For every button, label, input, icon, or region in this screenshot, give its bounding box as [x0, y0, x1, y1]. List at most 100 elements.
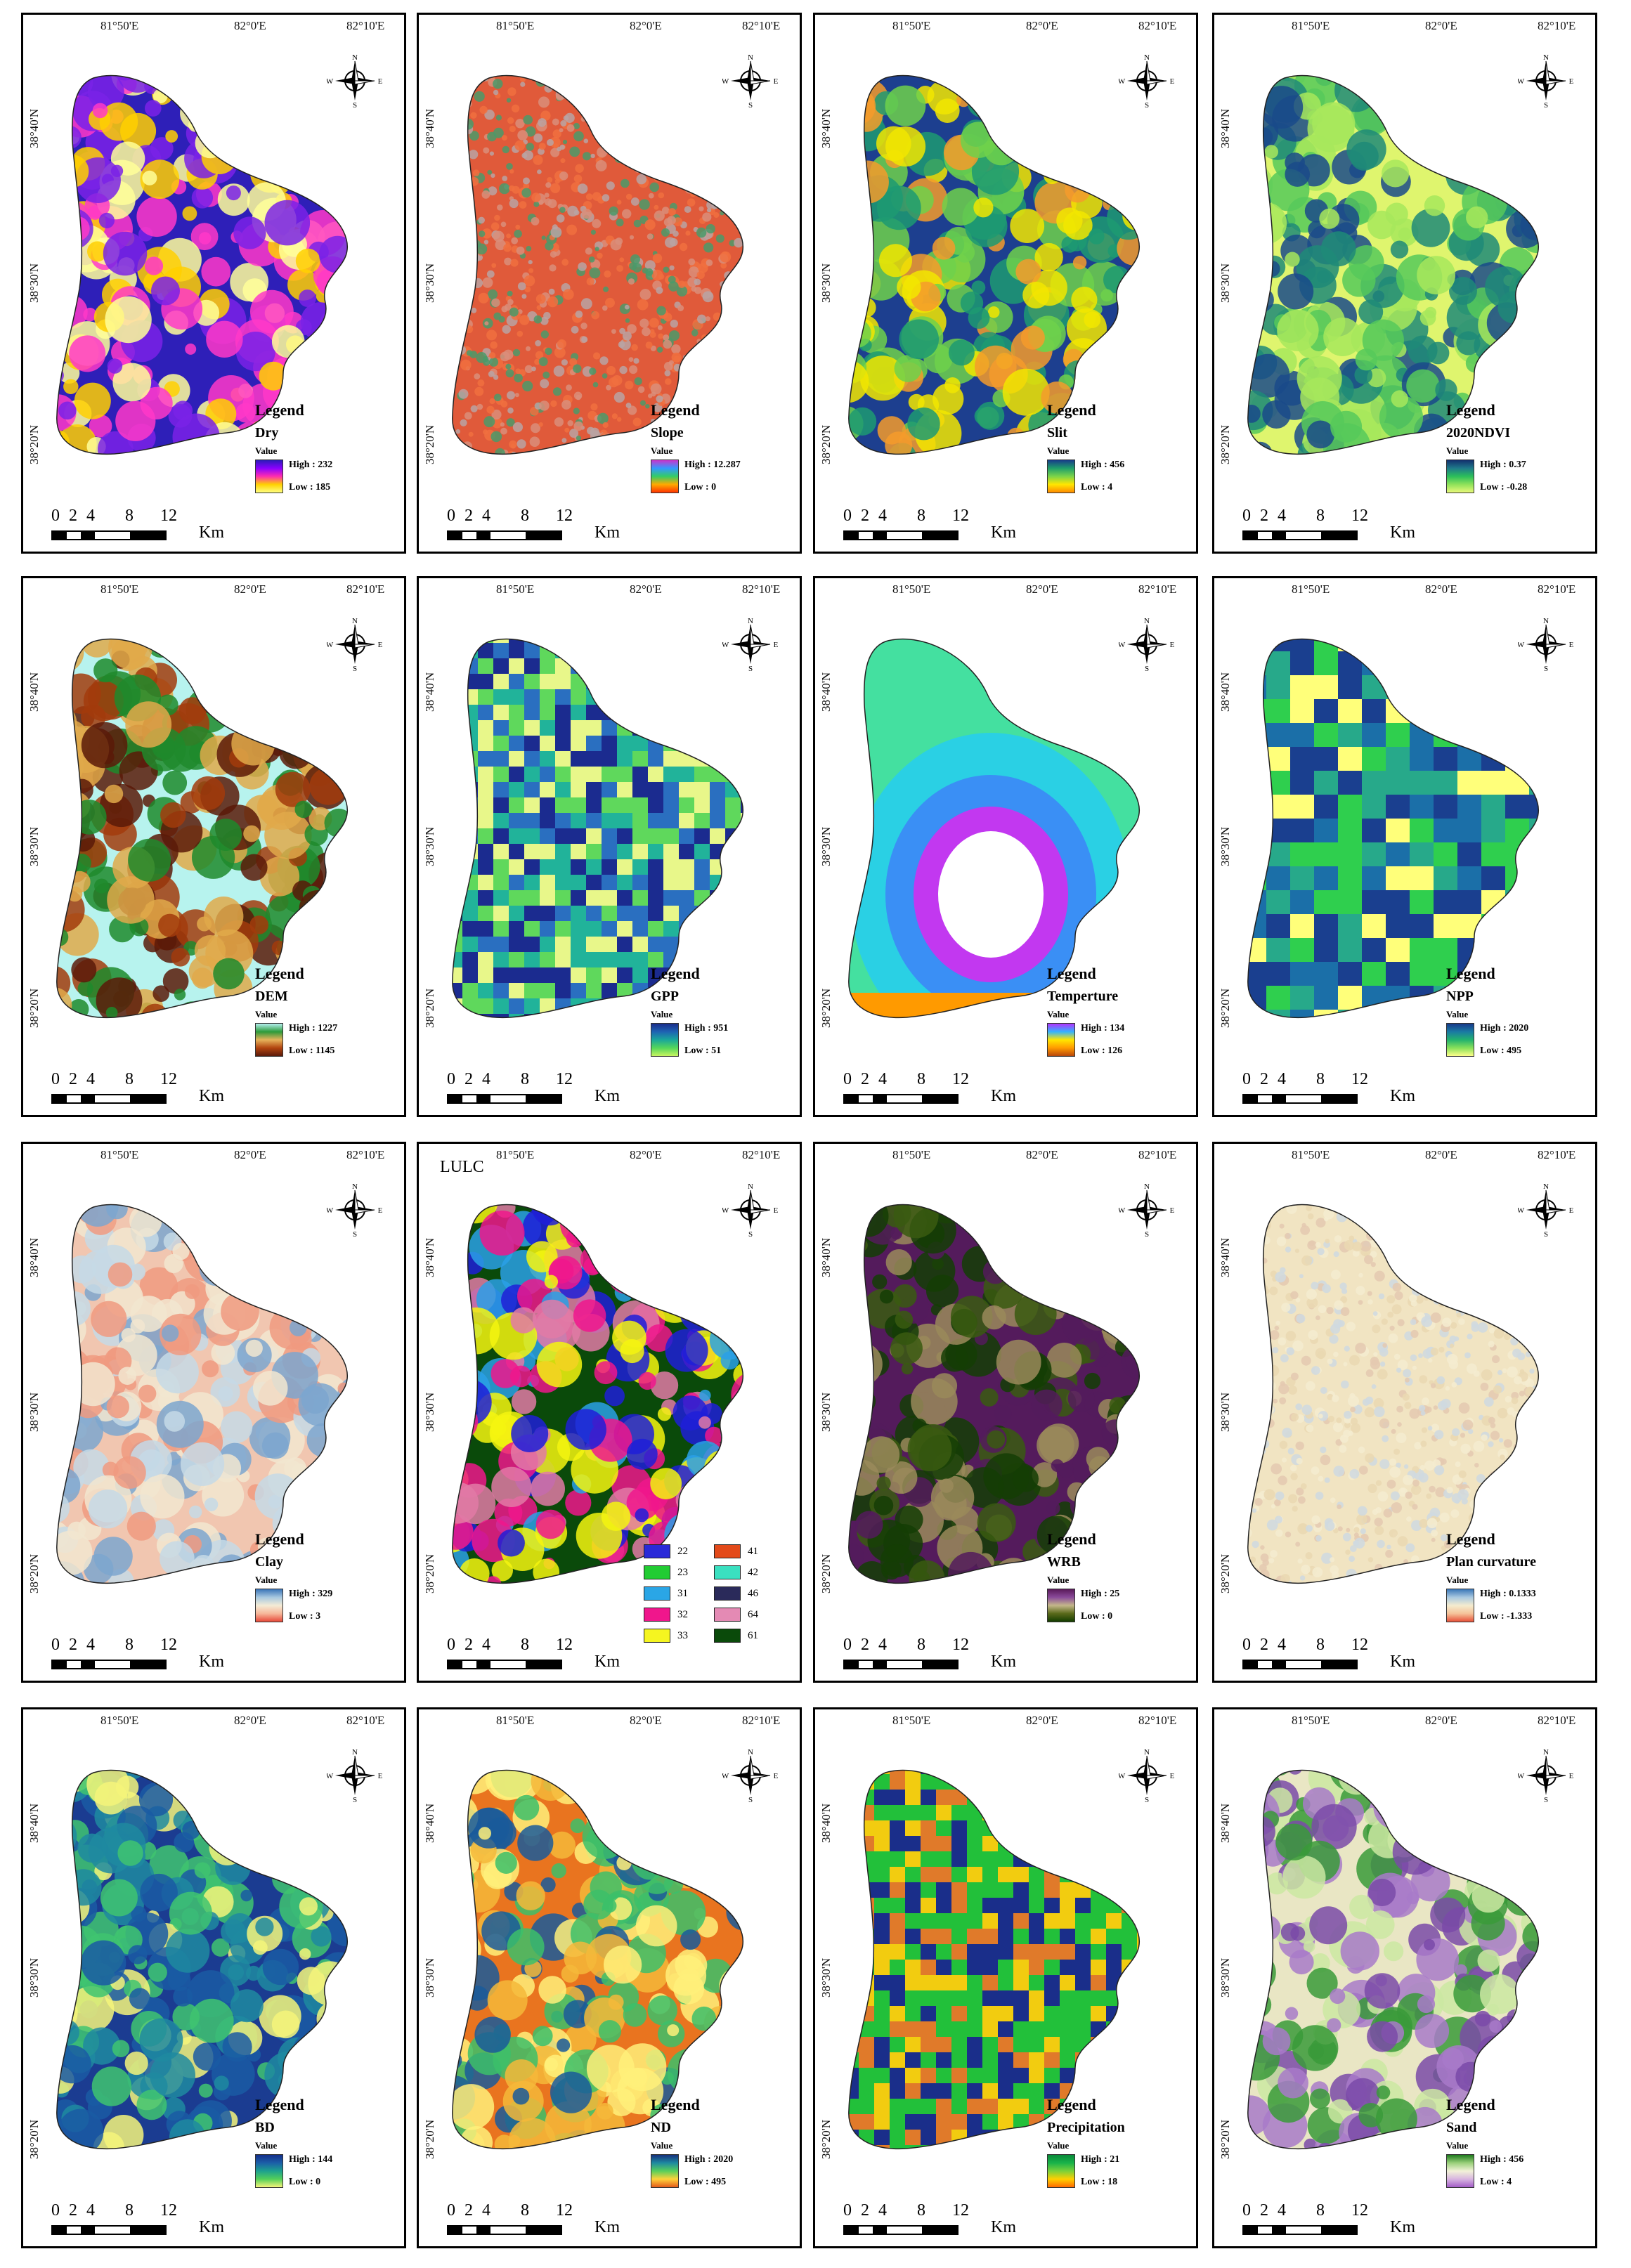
- low-value: Low : 1145: [289, 1045, 335, 1056]
- compass-label-s: S: [1145, 1796, 1149, 1804]
- compass-label-w: W: [327, 1206, 334, 1215]
- compass-label-s: S: [353, 1796, 357, 1804]
- lulc-legend-item: 41: [714, 1544, 784, 1558]
- scale-tick: 2: [861, 2201, 869, 2220]
- compass-label-w: W: [1119, 1206, 1126, 1215]
- north-arrow-icon: N S E W: [326, 1747, 383, 1804]
- compass-label-n: N: [748, 1748, 753, 1757]
- latitude-label: 38°30'N: [423, 1957, 436, 1997]
- lulc-legend-item: 46: [714, 1586, 784, 1601]
- compass-label-s: S: [1145, 665, 1149, 672]
- compass-label-s: S: [353, 665, 357, 672]
- low-value: Low : 4: [1480, 2177, 1512, 2187]
- longitude-label: 81°50'E: [1292, 1714, 1330, 1727]
- scale-bar-graphic: [843, 530, 959, 540]
- value-label: Value: [1446, 2140, 1469, 2151]
- longitude-label: 82°0'E: [1425, 582, 1457, 596]
- latitude-label: 38°30'N: [27, 1957, 41, 1997]
- longitude-label: 81°50'E: [496, 19, 535, 32]
- scale-tick: 12: [556, 1636, 573, 1654]
- scale-tick: 2: [464, 507, 473, 525]
- latitude-label: 38°40'N: [1219, 672, 1232, 712]
- low-value: Low : -0.28: [1480, 482, 1528, 493]
- scale-ticks: 0 2 4 8 12: [1242, 1636, 1425, 1654]
- lulc-title: LULC: [440, 1158, 484, 1176]
- scale-tick: 2: [69, 2201, 77, 2220]
- compass-label-e: E: [774, 77, 779, 86]
- scale-tick: 0: [447, 1636, 455, 1654]
- scale-bar-graphic: [447, 1660, 562, 1669]
- map-panel-temp: 81°50'E 82°0'E 82°10'E 38°40'N 38°30'N 38°20'…: [813, 576, 1198, 1117]
- legend-ramp-row: High : 2020 Low : 495: [1446, 1023, 1587, 1057]
- longitude-label: 82°0'E: [1026, 1714, 1058, 1727]
- latitude-label: 38°20'N: [1219, 2119, 1232, 2159]
- longitude-label: 81°50'E: [100, 19, 139, 32]
- compass-label-e: E: [378, 77, 383, 86]
- low-value: Low : 3: [289, 1611, 321, 1622]
- map-panel-wrb: 81°50'E 82°0'E 82°10'E 38°40'N 38°30'N 38°20'…: [813, 1142, 1198, 1683]
- high-value: High : 456: [1480, 2154, 1524, 2165]
- latitude-label: 38°30'N: [819, 263, 833, 303]
- scale-tick: 8: [125, 1636, 134, 1654]
- low-value: Low : 0: [684, 482, 717, 493]
- high-value: High : 2020: [684, 2154, 734, 2165]
- color-ramp: [1047, 1023, 1075, 1057]
- compass-label-n: N: [352, 1748, 358, 1757]
- scale-tick: 8: [521, 2201, 529, 2220]
- scale-tick: 12: [160, 2201, 177, 2220]
- legend-swatch: [644, 1586, 670, 1601]
- scale-tick: 12: [952, 1070, 969, 1088]
- legend-title: Legend: [1047, 2096, 1096, 2113]
- map-panel-precip: 81°50'E 82°0'E 82°10'E 38°40'N 38°30'N 38°20'…: [813, 1707, 1198, 2248]
- scale-tick: 12: [952, 2201, 969, 2220]
- high-value: High : 232: [289, 460, 333, 470]
- scale-tick: 2: [464, 1636, 473, 1654]
- map-panel-clay: 81°50'E 82°0'E 82°10'E 38°40'N 38°30'N 38°20'…: [21, 1142, 406, 1683]
- latitude-label: 38°20'N: [27, 2119, 41, 2159]
- layer-name: Dry: [255, 425, 279, 441]
- ramp-labels: High : 456 Low : 4: [1081, 460, 1124, 493]
- low-value: Low : 51: [684, 1045, 722, 1056]
- compass-label-n: N: [1543, 1748, 1549, 1757]
- legend-ramp-row: High : 232 Low : 185: [255, 460, 396, 493]
- latitude-label: 38°40'N: [27, 1803, 41, 1843]
- compass-label-e: E: [1569, 77, 1574, 86]
- map-area: [447, 64, 756, 457]
- low-value: Low : 495: [684, 2177, 727, 2187]
- scale-bar-graphic: [447, 530, 562, 540]
- scale-tick: 0: [1242, 1636, 1251, 1654]
- compass-label-e: E: [774, 1772, 779, 1780]
- compass-label-s: S: [1544, 665, 1548, 672]
- latitude-label: 38°20'N: [27, 424, 41, 464]
- scale-tick: 0: [843, 2201, 852, 2220]
- scale-bar-graphic: [51, 2225, 167, 2235]
- north-arrow-icon: N S E W: [326, 53, 383, 110]
- ramp-labels: High : 951 Low : 51: [684, 1023, 728, 1057]
- scale-unit: Km: [199, 1087, 224, 1105]
- map-area: [51, 627, 360, 1021]
- north-arrow-icon: N S E W: [1517, 616, 1574, 673]
- map-area: [843, 1759, 1152, 2152]
- lulc-legend-item: 42: [714, 1565, 784, 1579]
- ramp-labels: High : 0.1333 Low : -1.333: [1480, 1589, 1536, 1622]
- scale-bar: 0 2 4 8 12 Km: [843, 1070, 1026, 1105]
- longitude-label: 82°0'E: [1026, 1148, 1058, 1161]
- ramp-labels: High : 144 Low : 0: [289, 2154, 332, 2188]
- scale-tick: 2: [861, 1070, 869, 1088]
- scale-unit: Km: [594, 2218, 620, 2236]
- scale-bar-graphic: [51, 530, 167, 540]
- map-panel-lulc: 81°50'E 82°0'E 82°10'E 38°40'N 38°30'N 38°20'…: [417, 1142, 802, 1683]
- scale-tick: 0: [843, 1070, 852, 1088]
- scale-tick: 12: [160, 507, 177, 525]
- scale-tick: 12: [1351, 1070, 1368, 1088]
- legend-title: Legend: [255, 2096, 304, 2113]
- scale-bar-graphic: [1242, 1094, 1358, 1104]
- compass-label-n: N: [748, 53, 753, 62]
- legend-swatch: [714, 1565, 741, 1579]
- compass-label-w: W: [1119, 1772, 1126, 1780]
- high-value: High : 25: [1081, 1589, 1120, 1599]
- color-ramp: [255, 1023, 283, 1057]
- legend-title: Legend: [255, 965, 304, 982]
- compass-label-s: S: [1145, 101, 1149, 109]
- color-ramp: [255, 2154, 283, 2188]
